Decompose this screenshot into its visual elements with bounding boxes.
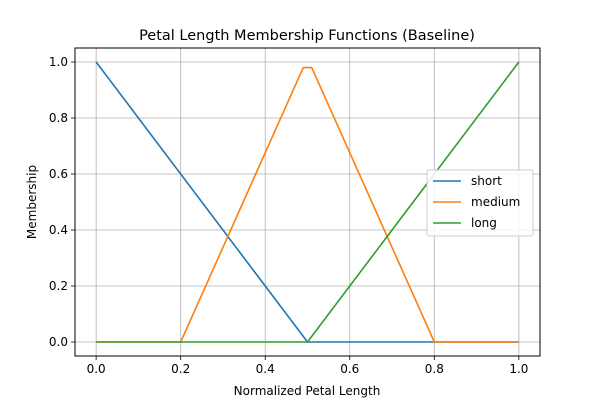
- series-line-long: [96, 61, 520, 343]
- y-axis-label: Membership: [25, 165, 39, 239]
- y-tick-label: 1.0: [49, 55, 68, 69]
- x-tick-label: 0.2: [171, 362, 190, 376]
- x-tick-label: 0.8: [425, 362, 444, 376]
- axis-ticks: 0.0 0.2 0.4 0.6 0.8 1.0 0.0 0.2 0.4 0.6 0.8 1.0: [49, 55, 529, 376]
- plot-frame: [74, 47, 541, 357]
- x-tick-label: 0.0: [87, 362, 106, 376]
- legend-label: short: [471, 174, 502, 188]
- legend: short medium long: [426, 169, 534, 237]
- x-axis-label: Normalized Petal Length: [234, 384, 381, 398]
- series-line-short: [95, 61, 519, 343]
- x-tick-label: 1.0: [509, 362, 528, 376]
- y-tick-label: 0.6: [49, 167, 68, 181]
- x-tick-label: 0.6: [340, 362, 359, 376]
- chart-title: Petal Length Membership Functions (Basel…: [139, 28, 475, 44]
- legend-label: long: [471, 216, 497, 230]
- y-tick-label: 0.4: [49, 223, 68, 237]
- x-tick-label: 0.4: [256, 362, 275, 376]
- legend-box: [426, 169, 534, 237]
- legend-label: medium: [471, 195, 520, 209]
- y-tick-label: 0.2: [49, 279, 68, 293]
- series-layer: [95, 61, 520, 343]
- y-tick-label: 0.8: [49, 111, 68, 125]
- y-tick-label: 0.0: [49, 335, 68, 349]
